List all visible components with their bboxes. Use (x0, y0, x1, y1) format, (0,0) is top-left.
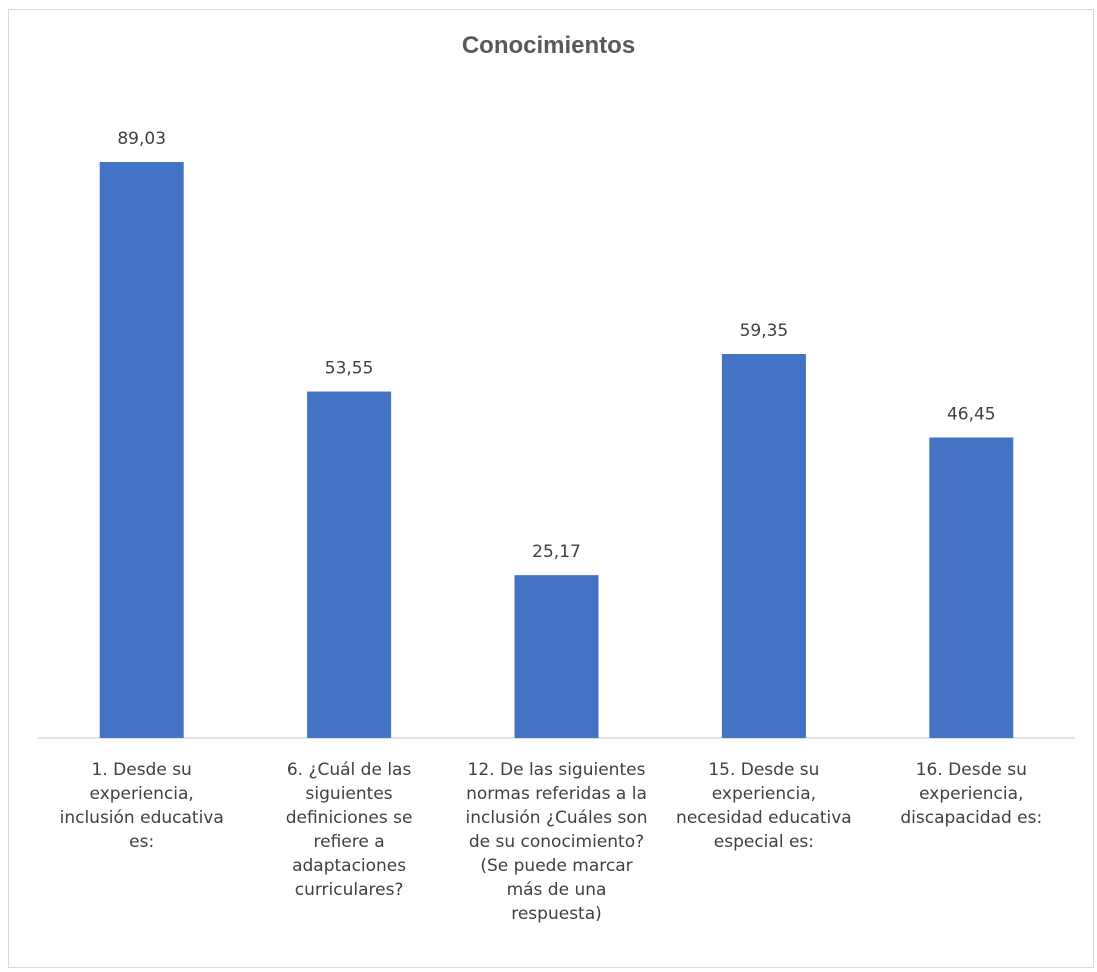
category-label-line: siguientes (305, 784, 393, 804)
category-label-5: 16. Desde su experiencia, discapacidad es: (866, 758, 1076, 830)
category-label-1: 1. Desde su experiencia, inclusión educati… (37, 758, 247, 854)
category-label-line: adaptaciones (292, 856, 407, 876)
category-label-line: 1. Desde su (91, 760, 192, 780)
category-label-line: es: (129, 832, 155, 852)
category-label-line: curriculares? (294, 880, 404, 900)
data-label-5: 46,45 (947, 404, 996, 424)
category-label-line: más de una (506, 880, 607, 900)
data-label-2: 53,55 (325, 359, 374, 379)
category-label-line: normas referidas a la (466, 784, 647, 804)
category-label-2: 6. ¿Cuál de las siguientes definiciones se… (244, 758, 454, 902)
bar-5 (929, 437, 1014, 738)
category-label-line: necesidad educativa (676, 808, 852, 828)
category-label-line: inclusión educativa (59, 808, 224, 828)
data-label-1: 89,03 (117, 129, 166, 149)
category-label-line: 16. Desde su (915, 760, 1027, 780)
bar-2 (307, 391, 392, 738)
category-label-line: de su conocimiento? (468, 832, 645, 852)
data-label-4: 59,35 (740, 321, 789, 341)
category-label-line: (Se puede marcar (480, 856, 633, 876)
category-label-line: 15. Desde su (708, 760, 820, 780)
category-label-line: refiere a (313, 832, 385, 852)
category-label-4: 15. Desde su experiencia, necesidad educat… (659, 758, 869, 854)
data-label-3: 25,17 (532, 542, 581, 562)
category-label-3: 12. De las siguientes normas referidas a … (452, 758, 662, 926)
chart-frame (8, 9, 1094, 968)
category-label-line: respuesta) (511, 904, 602, 924)
bar-1 (99, 162, 184, 738)
category-label-line: 12. De las siguientes (467, 760, 646, 780)
category-label-line: definiciones se (285, 808, 413, 828)
category-label-line: discapacidad es: (900, 808, 1043, 828)
category-label-line: experiencia, (919, 784, 1024, 804)
category-label-line: experiencia, (711, 784, 817, 804)
category-label-line: 6. ¿Cuál de las (286, 760, 412, 780)
bar-4 (721, 354, 806, 738)
bar-3 (514, 575, 599, 738)
category-label-line: experiencia, (89, 784, 194, 804)
chart-title: Conocimientos (461, 32, 636, 59)
category-label-line: especial es: (713, 832, 814, 852)
category-label-line: inclusión ¿Cuáles son (465, 808, 648, 828)
